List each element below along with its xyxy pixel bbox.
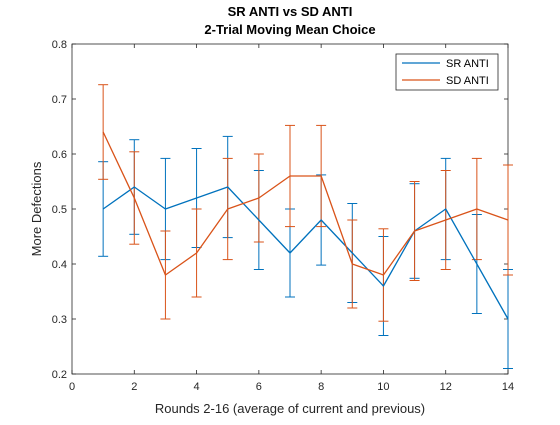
legend-box: [395, 53, 499, 91]
x-tick-label: 0: [69, 381, 75, 393]
y-axis: 0.2 0.3 0.4 0.5 0.6 0.7 0.8: [52, 39, 508, 381]
legend-label-sd-anti: SD ANTI: [446, 75, 489, 87]
x-tick-label: 10: [377, 381, 389, 393]
legend-label-sr-anti: SR ANTI: [446, 58, 489, 70]
y-tick-label: 0.6: [52, 149, 67, 161]
x-tick-label: 8: [318, 381, 324, 393]
y-tick-label: 0.3: [52, 314, 67, 326]
legend: SR ANTI SD ANTI: [395, 53, 499, 91]
x-tick-label: 12: [440, 381, 452, 393]
x-tick-label: 14: [502, 381, 514, 393]
y-tick-label: 0.4: [52, 259, 67, 271]
y-tick-label: 0.2: [52, 369, 67, 381]
x-tick-label: 2: [131, 381, 137, 393]
y-tick-label: 0.8: [52, 39, 67, 51]
series-line-sr-anti: [102, 186, 509, 320]
y-tick-label: 0.7: [52, 94, 67, 106]
series-lines: [102, 131, 509, 320]
y-axis-label: More Defections: [29, 161, 44, 256]
series-line-sd-anti: [102, 131, 509, 276]
chart-title: SR ANTI vs SD ANTI: [228, 4, 353, 19]
x-tick-label: 4: [194, 381, 200, 393]
x-tick-label: 6: [256, 381, 262, 393]
x-axis-label: Rounds 2-16 (average of current and prev…: [155, 401, 425, 416]
y-tick-label: 0.5: [52, 204, 67, 216]
chart-subtitle: 2-Trial Moving Mean Choice: [204, 22, 375, 37]
x-axis: 0 2 4 6 8 10 12 14: [69, 44, 514, 393]
